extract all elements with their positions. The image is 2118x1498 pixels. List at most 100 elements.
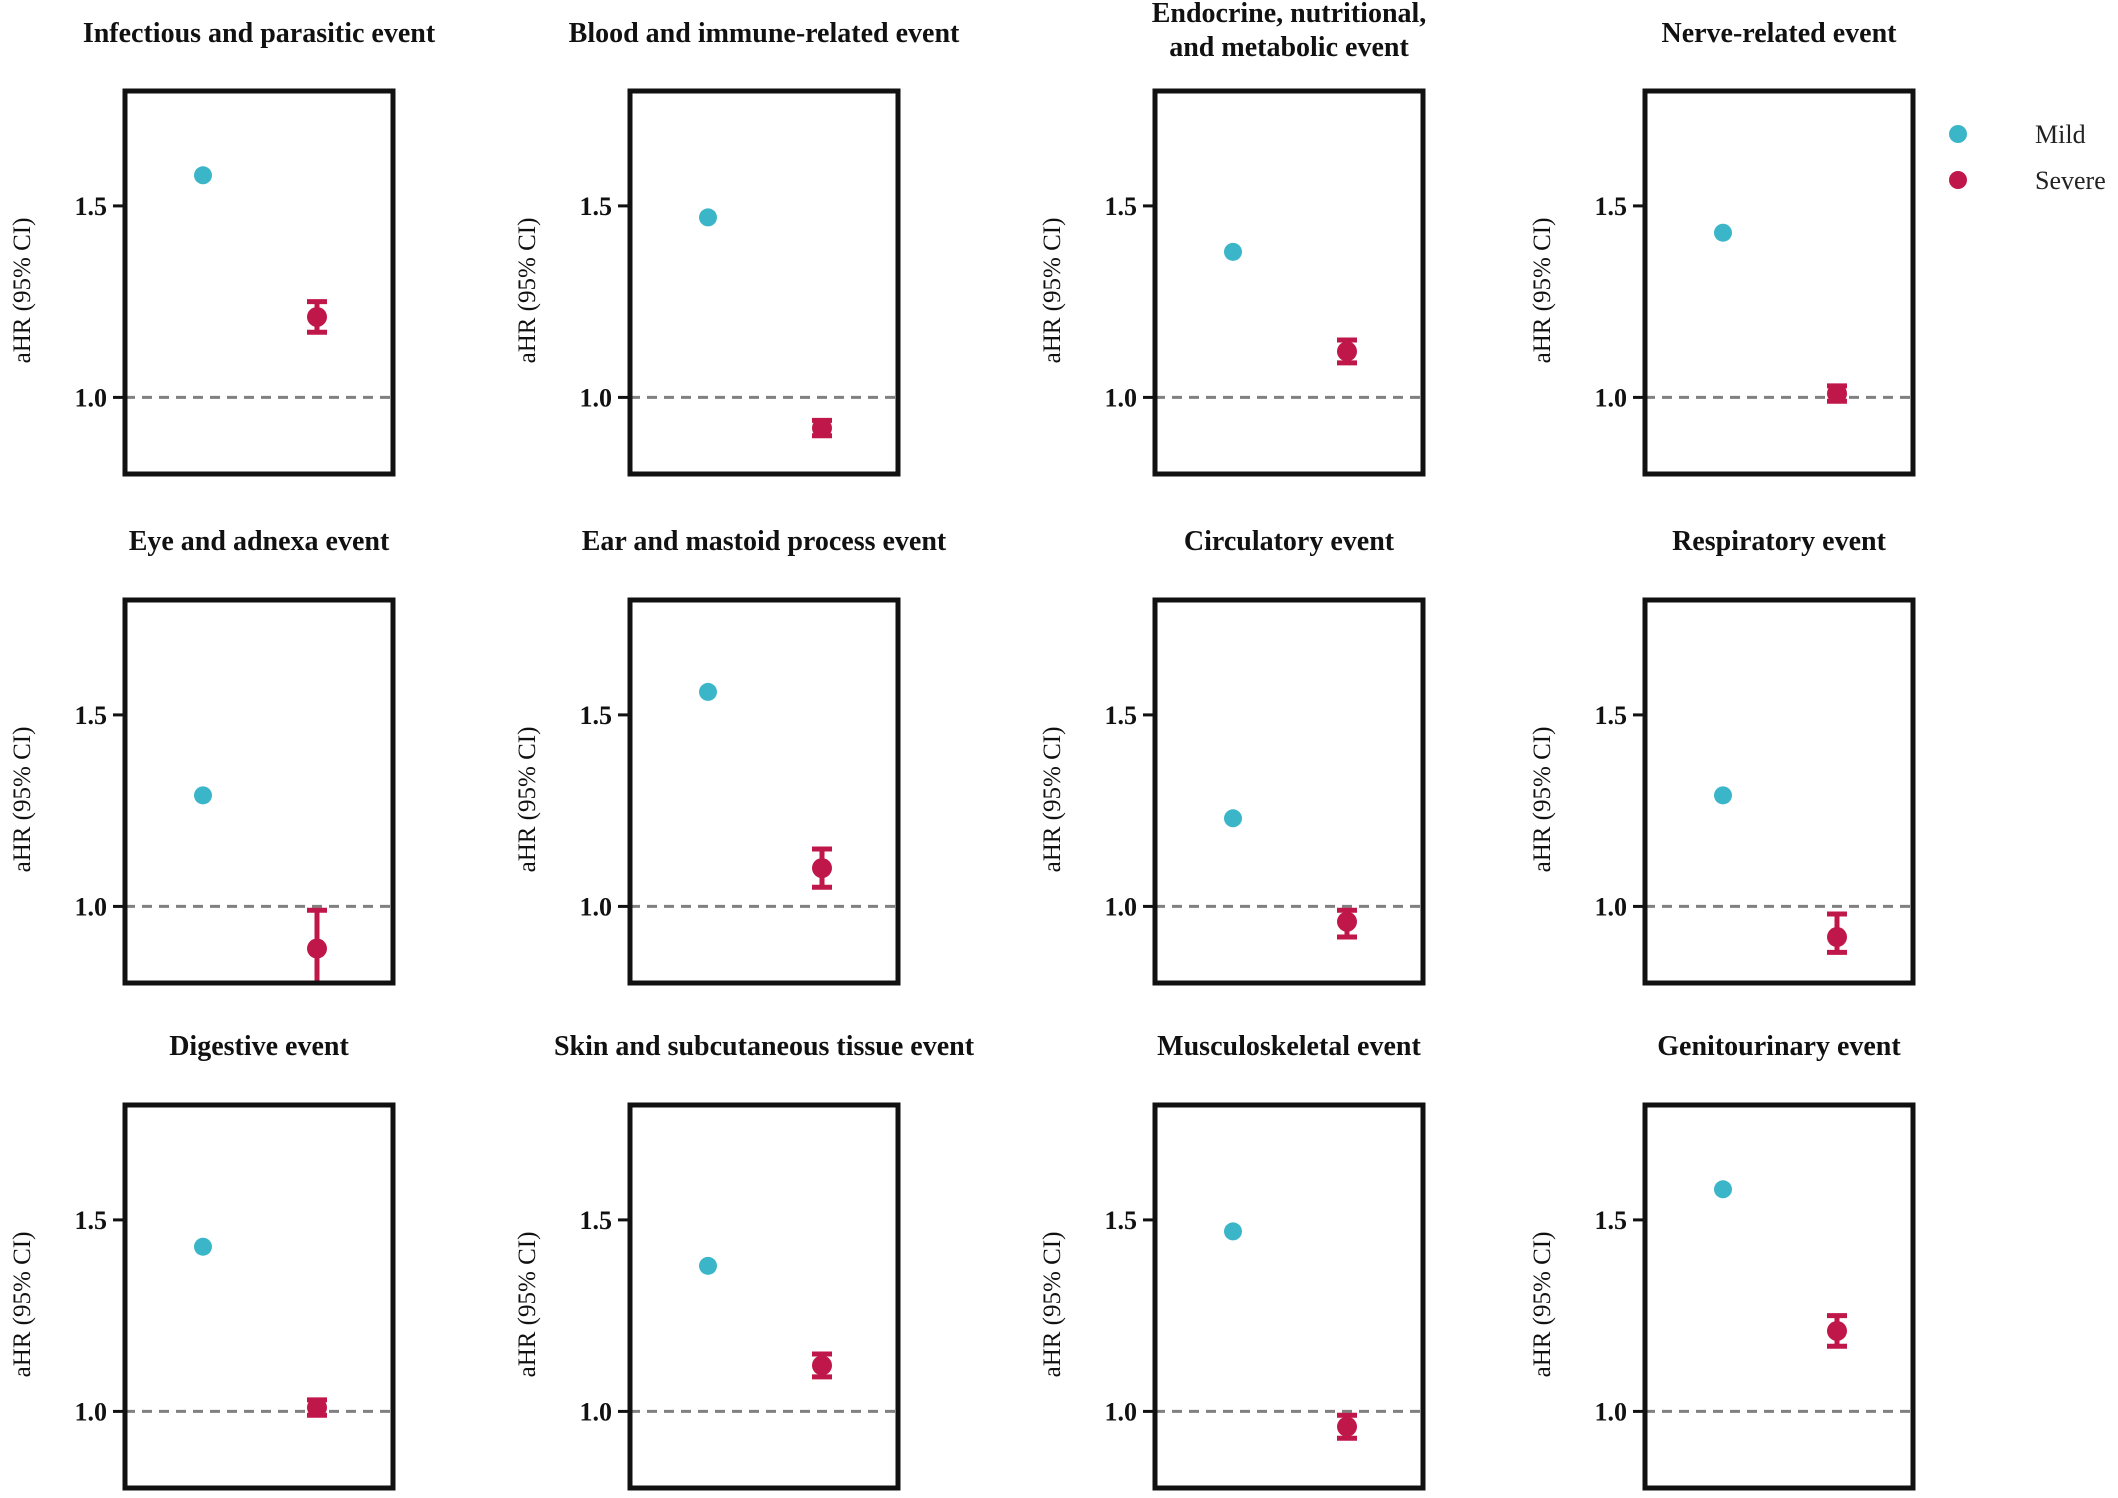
- panel-title: Infectious and parasitic event: [83, 18, 436, 49]
- legend-label-mild: Mild: [2035, 120, 2086, 149]
- y-axis-label: aHR (95% CI): [1529, 727, 1556, 873]
- y-tick-label: 1.5: [1595, 192, 1628, 221]
- y-axis-label: aHR (95% CI): [1529, 218, 1556, 364]
- panel-title: Skin and subcutaneous tissue event: [554, 1031, 975, 1062]
- y-axis-label: aHR (95% CI): [1039, 727, 1066, 873]
- y-tick-label: 1.0: [1595, 1397, 1628, 1426]
- severe-point: [307, 1397, 327, 1418]
- panel-frame: [1642, 597, 1916, 986]
- legend-marker-mild: [1949, 125, 1967, 143]
- y-tick-label: 1.5: [580, 701, 613, 730]
- panel-title: Respiratory event: [1672, 526, 1887, 557]
- severe-point: [1827, 1320, 1847, 1341]
- y-axis-label: aHR (95% CI): [1529, 1232, 1556, 1378]
- y-tick-label: 1.0: [75, 892, 108, 921]
- panel-title: Musculoskeletal event: [1157, 1031, 1421, 1062]
- y-tick-label: 1.0: [1105, 892, 1138, 921]
- y-tick-label: 1.0: [1595, 383, 1628, 412]
- chart-panel: Skin and subcutaneous tissue event aHR (9…: [514, 1031, 975, 1491]
- chart-panel: Infectious and parasitic event aHR (95% C…: [9, 18, 436, 477]
- y-axis-label: aHR (95% CI): [9, 218, 36, 364]
- panel-title: Endocrine, nutritional,: [1152, 0, 1427, 29]
- severe-point: [1337, 1416, 1357, 1437]
- chart-panel: Musculoskeletal event aHR (95% CI) 1.0 1.5: [1039, 1031, 1426, 1491]
- severe-point: [1337, 911, 1357, 932]
- y-tick-label: 1.5: [1105, 701, 1138, 730]
- mild-point: [194, 166, 212, 185]
- mild-point: [1714, 223, 1732, 242]
- chart-panels: Infectious and parasitic event aHR (95% C…: [9, 0, 1916, 1491]
- y-tick-label: 1.0: [580, 892, 613, 921]
- y-axis-label: aHR (95% CI): [514, 218, 541, 364]
- chart-panel: Eye and adnexa event aHR (95% CI) 1.0 1.5: [9, 526, 396, 986]
- legend-label-severe: Severe: [2035, 166, 2106, 195]
- panel-frame: [627, 88, 901, 477]
- severe-point: [812, 418, 832, 439]
- severe-point: [307, 938, 327, 959]
- y-tick-label: 1.0: [75, 383, 108, 412]
- y-tick-label: 1.0: [580, 1397, 613, 1426]
- chart-panel: Genitourinary event aHR (95% CI) 1.0 1.5: [1529, 1031, 1916, 1491]
- chart-panel: Endocrine, nutritional, and metabolic eve…: [1039, 0, 1427, 477]
- y-axis-label: aHR (95% CI): [514, 1232, 541, 1378]
- panel-title: Ear and mastoid process event: [582, 526, 947, 557]
- mild-point: [194, 786, 212, 805]
- panel-title: Genitourinary event: [1657, 1031, 1901, 1062]
- severe-point: [1827, 927, 1847, 948]
- y-tick-label: 1.5: [1105, 192, 1138, 221]
- mild-point: [1224, 809, 1242, 828]
- y-axis-label: aHR (95% CI): [9, 1232, 36, 1378]
- panel-title: Circulatory event: [1184, 526, 1395, 557]
- severe-point: [1337, 341, 1357, 362]
- y-tick-label: 1.0: [75, 1397, 108, 1426]
- panel-frame: [627, 1102, 901, 1491]
- y-tick-label: 1.5: [1595, 701, 1628, 730]
- chart-panel: Respiratory event aHR (95% CI) 1.0 1.5: [1529, 526, 1916, 986]
- panel-frame: [1152, 1102, 1426, 1491]
- panel-frame: [1152, 597, 1426, 986]
- y-tick-label: 1.5: [580, 1206, 613, 1235]
- mild-point: [699, 208, 717, 227]
- mild-point: [1714, 786, 1732, 805]
- y-axis-label: aHR (95% CI): [9, 727, 36, 873]
- panel-frame: [1642, 1102, 1916, 1491]
- mild-point: [699, 682, 717, 701]
- y-tick-label: 1.5: [75, 192, 108, 221]
- mild-point: [194, 1237, 212, 1256]
- panel-title: Nerve-related event: [1661, 18, 1897, 49]
- severe-point: [812, 1355, 832, 1376]
- panel-frame: [122, 597, 396, 986]
- y-tick-label: 1.5: [580, 192, 613, 221]
- mild-point: [1224, 1222, 1242, 1241]
- panel-title: and metabolic event: [1169, 32, 1409, 63]
- chart-panel: Circulatory event aHR (95% CI) 1.0 1.5: [1039, 526, 1426, 986]
- y-tick-label: 1.5: [1595, 1206, 1628, 1235]
- chart-panel: Blood and immune-related event aHR (95% C…: [514, 18, 960, 477]
- panel-frame: [122, 1102, 396, 1491]
- severe-point: [812, 858, 832, 879]
- chart-panel: Nerve-related event aHR (95% CI) 1.0 1.5: [1529, 18, 1916, 477]
- y-tick-label: 1.0: [1595, 892, 1628, 921]
- panel-title: Digestive event: [169, 1031, 349, 1062]
- mild-point: [1714, 1180, 1732, 1199]
- panel-frame: [1642, 88, 1916, 477]
- panel-title: Blood and immune-related event: [569, 18, 960, 49]
- y-tick-label: 1.0: [580, 383, 613, 412]
- panel-frame: [627, 597, 901, 986]
- y-tick-label: 1.5: [75, 1206, 108, 1235]
- chart-panel: Ear and mastoid process event aHR (95% CI…: [514, 526, 947, 986]
- y-axis-label: aHR (95% CI): [1039, 218, 1066, 364]
- severe-point: [307, 306, 327, 327]
- y-tick-label: 1.0: [1105, 1397, 1138, 1426]
- y-tick-label: 1.0: [1105, 383, 1138, 412]
- chart-panel: Digestive event aHR (95% CI) 1.0 1.5: [9, 1031, 396, 1491]
- legend-marker-severe: [1949, 171, 1967, 189]
- panel-title: Eye and adnexa event: [129, 526, 390, 557]
- legend: Mild Severe: [1949, 120, 2106, 195]
- y-axis-label: aHR (95% CI): [1039, 1232, 1066, 1378]
- y-tick-label: 1.5: [1105, 1206, 1138, 1235]
- severe-point: [1827, 383, 1847, 404]
- mild-point: [699, 1256, 717, 1275]
- mild-point: [1224, 242, 1242, 261]
